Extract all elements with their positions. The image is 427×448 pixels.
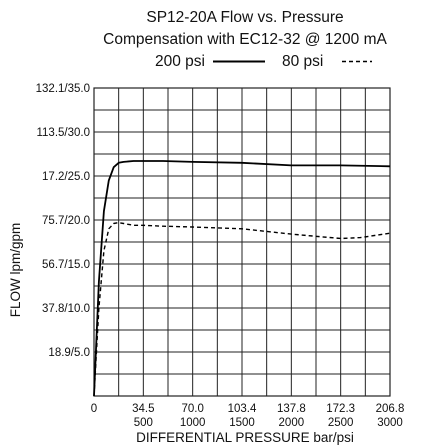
series-line-80psi xyxy=(93,221,391,397)
chart-title-line-1: SP12-20A Flow vs. Pressure xyxy=(146,9,343,26)
legend-label-200psi: 200 psi xyxy=(155,53,205,70)
series-line-200psi xyxy=(93,160,391,397)
x-tick-label-psi: 2500 xyxy=(328,417,354,429)
x-tick-label-psi: 1000 xyxy=(180,417,206,429)
y-tick-label: 18.9/5.0 xyxy=(48,347,90,359)
legend-label-80psi: 80 psi xyxy=(282,53,323,70)
series-layer xyxy=(93,160,391,397)
x-tick-label-bar: 172.3 xyxy=(326,403,355,415)
y-tick-labels: 18.9/5.0 37.8/10.0 56.7/15.0 75.7/20.0 17.2/… xyxy=(36,83,90,359)
y-tick-label: 37.8/10.0 xyxy=(42,303,90,315)
chart-title-line-2: Compensation with EC12-32 @ 1200 mA xyxy=(103,31,387,48)
x-tick-label-psi: 3000 xyxy=(377,417,403,429)
y-tick-label: 17.2/25.0 xyxy=(42,171,90,183)
x-tick-label-bar: 70.0 xyxy=(181,403,203,415)
y-tick-label: 56.7/15.0 xyxy=(42,259,90,271)
x-tick-label-bar: 103.4 xyxy=(228,403,257,415)
x-tick-label-psi: 1500 xyxy=(229,417,255,429)
x-tick-label-psi: 2000 xyxy=(279,417,305,429)
y-tick-label: 75.7/20.0 xyxy=(42,215,90,227)
x-tick-label-bar: 0 xyxy=(91,403,97,415)
x-tick-label-bar: 34.5 xyxy=(132,403,154,415)
y-tick-label: 113.5/30.0 xyxy=(36,127,90,139)
x-axis-title: DIFFERENTIAL PRESSURE bar/psi xyxy=(136,430,354,445)
x-tick-label-bar: 206.8 xyxy=(376,403,405,415)
x-tick-label-psi: 500 xyxy=(134,417,153,429)
y-tick-label: 132.1/35.0 xyxy=(36,83,90,95)
y-axis-title: FLOW lpm/gpm xyxy=(8,223,23,318)
plot-grid xyxy=(93,87,391,397)
x-tick-label-bar: 137.8 xyxy=(277,403,306,415)
x-tick-labels: 0 34.5 500 70.0 1000 103.4 1500 137.8 2000 172.3 2… xyxy=(91,403,405,429)
legend: 200 psi 80 psi xyxy=(155,53,372,70)
